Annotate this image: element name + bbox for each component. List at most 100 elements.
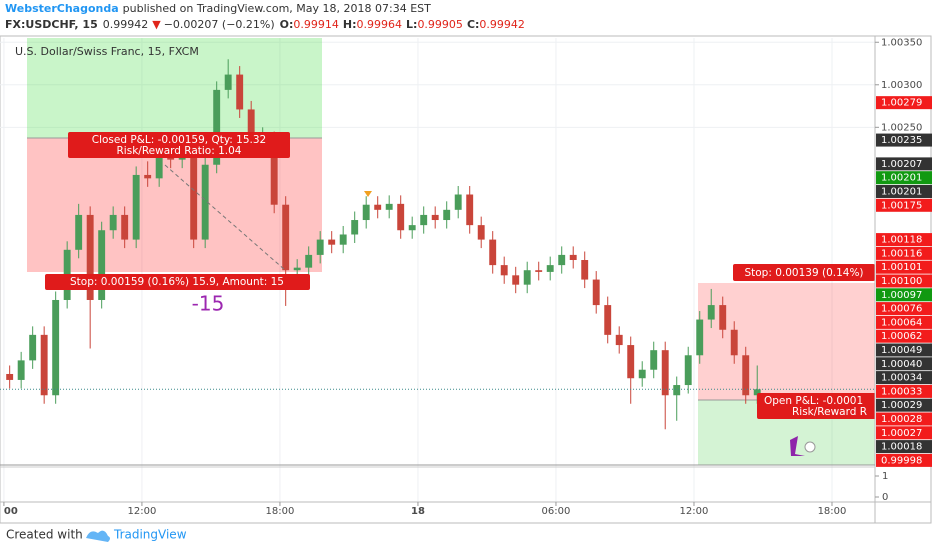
price-label-box [876,343,932,357]
price-label: 1.00029 [881,400,922,411]
candle-body [753,389,761,396]
stop-left: Stop: 0.00159 (0.16%) 15.9, Amount: 15 [70,276,284,288]
y-tick-label: 1.00250 [881,122,922,133]
stop-zone [27,138,322,272]
stop-zone [698,283,875,400]
candle-body [512,275,520,285]
candle-body [6,373,14,380]
candle-body [477,225,485,240]
logo [86,530,110,542]
price-label: 1.00175 [881,200,922,211]
candle-body [109,214,117,231]
x-tick-label: 00 [4,506,18,517]
candle-body [489,239,497,266]
closed-pnl-box [68,132,290,158]
price-label: 1.00201 [881,173,922,184]
risk-reward-right: Risk/Reward R [792,406,867,418]
candle-body [673,385,681,396]
price-label: 1.00062 [881,331,922,342]
price-label: 1.00028 [881,414,922,425]
risk-reward: Risk/Reward Ratio: 1.04 [117,145,242,157]
candle-body [500,265,508,276]
candle-body [40,334,48,396]
price-label: 1.00207 [881,159,922,170]
candle-body [420,214,428,226]
price-label-box [876,233,932,247]
stop-box [733,264,875,281]
icon [804,441,816,453]
price-label-box [876,426,932,440]
price-label-box [876,96,932,110]
x-tick-label: 18:00 [266,506,295,517]
candle-body [316,239,324,255]
price-label-box [876,171,932,185]
candle-body [408,225,416,231]
price-label: 1.00100 [881,276,922,287]
price-label-box [876,440,932,454]
price-label-box [876,412,932,426]
header-line-1: WebsterChagonda published on TradingView.… [5,2,431,15]
candle-body [121,214,129,240]
last-price: 0.99942 [103,18,149,31]
price-label: 1.00076 [881,304,922,315]
candle-body [627,345,635,379]
candle-body [707,305,715,320]
price-label: 1.00033 [881,386,922,397]
marker [364,191,372,197]
x-tick-label: 06:00 [542,506,571,517]
author[interactable]: WebsterChagonda [5,2,119,15]
lower-tick-label: 1 [882,471,888,482]
candle-body [661,350,669,396]
price-label-box [876,184,932,198]
candle-body [17,360,25,380]
price-label-box [876,453,932,467]
x-tick-label: 18:00 [818,506,847,517]
open-pnl: Open P&L: -0.0001 [764,395,863,407]
candle-body [29,334,37,361]
price-label-box [876,198,932,212]
change-arrow: ▼ [152,18,161,31]
brand[interactable]: TradingView [113,528,187,542]
change: −0.00207 (−0.21%) [164,18,275,31]
price-label: 0.99998 [881,455,922,466]
stop-right: Stop: 0.00139 (0.14%) [744,267,863,279]
x-tick-label: 12:00 [128,506,157,517]
candle-body [305,254,313,268]
ohlc-key: L: [406,18,417,31]
candle-body [86,214,94,300]
price-label: 1.00034 [881,373,922,384]
price-label-box [876,260,932,274]
symbol: FX:USDCHF, 15 [5,18,98,31]
icon [790,436,805,456]
ohlc-value: 0.99964 [357,18,403,31]
header-line-2: FX:USDCHF, 15 0.99942 ▼ −0.00207 (−0.21%) O:… [5,18,525,31]
price-label-box [876,288,932,302]
candle-body [397,203,405,231]
price-label: 1.00049 [881,345,922,356]
ohlc-value: 0.99905 [417,18,463,31]
ohlc-value: 0.99914 [293,18,339,31]
candle-body [558,254,566,266]
candle-body [52,299,60,396]
price-label: 1.00097 [881,290,922,301]
stop-box [45,274,310,290]
open-pnl: Open P&L: -0.0001 Risk/Reward R [757,393,875,419]
candle-body [535,270,543,272]
candle-body [638,369,646,379]
price-label-box [876,384,932,398]
candle-body [339,234,347,245]
x-tick-label: 12:00 [680,506,709,517]
published: published on TradingView.com, May 18, 20… [123,2,431,15]
trade-path [164,164,286,271]
candle-body [650,350,658,370]
price-label-box [876,133,932,147]
candle-body [201,164,209,240]
price-label: 1.00118 [881,235,922,246]
price-label: 1.00040 [881,359,922,370]
price-label: 1.00235 [881,135,922,146]
price-label-box [876,371,932,385]
price-label-box [876,357,932,371]
candle-body [190,147,198,240]
candle-body [615,334,623,346]
